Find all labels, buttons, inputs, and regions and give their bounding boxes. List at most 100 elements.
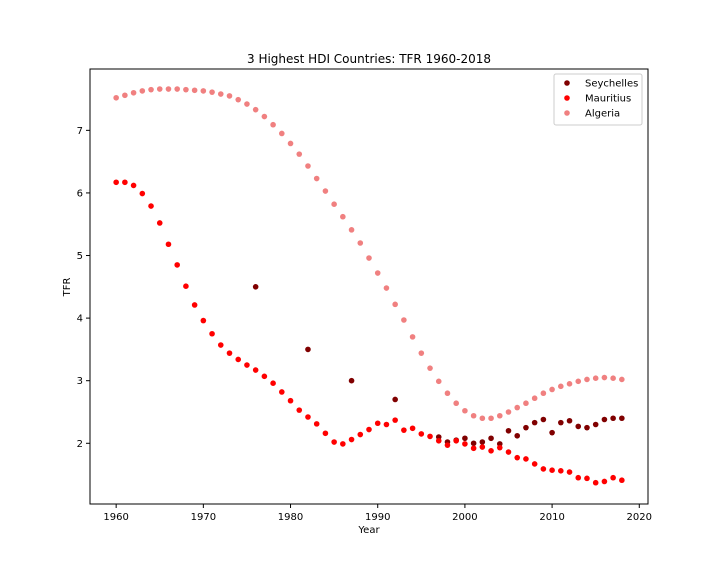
data-point-seychelles [523, 424, 529, 431]
data-point-algeria [183, 86, 189, 93]
data-point-algeria [139, 88, 146, 94]
data-point-algeria [418, 350, 425, 356]
data-point-seychelles [392, 396, 398, 403]
x-tick-label: 1990 [365, 512, 390, 523]
data-point-algeria [619, 376, 625, 383]
data-point-mauritius [200, 317, 207, 324]
data-point-mauritius [462, 441, 468, 447]
data-point-mauritius [357, 431, 364, 438]
data-point-mauritius [191, 302, 198, 308]
data-point-seychelles [584, 424, 590, 431]
data-point-mauritius [313, 421, 320, 427]
data-point-seychelles [540, 416, 547, 423]
data-point-mauritius [566, 469, 573, 475]
data-point-algeria [558, 383, 564, 390]
data-point-algeria [226, 93, 233, 99]
data-point-algeria [383, 285, 390, 291]
data-point-algeria [331, 201, 337, 207]
x-tick-label: 2010 [539, 512, 564, 523]
data-point-mauritius [409, 425, 416, 432]
data-point-seychelles [348, 377, 355, 384]
y-axis-label: TFR [62, 278, 73, 298]
x-tick-label: 1970 [191, 512, 216, 523]
data-point-algeria [165, 86, 172, 92]
legend-label-seychelles: Seychelles [585, 79, 638, 90]
data-point-mauritius [435, 437, 442, 444]
data-point-algeria [113, 94, 119, 101]
data-point-seychelles [610, 415, 616, 422]
data-point-algeria [287, 140, 294, 147]
data-point-mauritius [453, 437, 459, 444]
y-tick-label: 5 [77, 251, 83, 262]
data-point-algeria [409, 334, 416, 340]
data-point-algeria [313, 175, 320, 182]
data-point-algeria [444, 390, 451, 397]
data-point-algeria [435, 378, 442, 385]
legend-label-algeria: Algeria [585, 109, 620, 120]
data-point-mauritius [322, 430, 329, 437]
data-point-seychelles [479, 439, 486, 445]
data-point-algeria [270, 121, 276, 128]
data-point-algeria [540, 390, 547, 397]
data-point-mauritius [226, 350, 233, 356]
data-point-seychelles [549, 429, 555, 436]
data-point-mauritius [540, 466, 547, 472]
data-point-algeria [392, 301, 398, 308]
data-point-mauritius [183, 283, 189, 289]
data-point-mauritius [366, 426, 372, 433]
data-point-algeria [523, 400, 529, 407]
data-point-algeria [374, 270, 381, 276]
data-point-algeria [453, 400, 459, 407]
data-point-seychelles [505, 427, 512, 434]
y-tick-label: 4 [77, 314, 83, 325]
data-point-mauritius [331, 439, 337, 445]
data-point-seychelles [305, 346, 311, 353]
data-point-algeria [217, 91, 224, 97]
data-point-mauritius [505, 449, 512, 455]
data-point-mauritius [374, 420, 381, 427]
data-point-algeria [130, 89, 137, 96]
data-point-seychelles [462, 435, 468, 442]
data-point-mauritius [514, 454, 521, 461]
y-tick-label: 3 [77, 376, 83, 387]
data-point-algeria [244, 101, 250, 107]
series-algeria [113, 86, 625, 422]
data-point-seychelles [592, 421, 599, 428]
data-point-algeria [279, 130, 285, 137]
data-point-algeria [584, 376, 590, 383]
data-point-algeria [296, 151, 303, 157]
data-point-mauritius [279, 389, 285, 395]
data-point-mauritius [130, 182, 137, 189]
data-point-mauritius [601, 478, 608, 485]
data-point-seychelles [252, 284, 259, 290]
data-point-algeria [366, 255, 372, 261]
x-tick-label: 2000 [452, 512, 477, 523]
data-point-mauritius [235, 356, 242, 363]
data-point-mauritius [592, 479, 599, 486]
data-point-mauritius [165, 241, 172, 248]
data-point-algeria [505, 409, 512, 415]
data-point-seychelles [531, 419, 538, 426]
legend-marker-mauritius [564, 95, 570, 101]
data-point-mauritius [261, 373, 268, 380]
legend-box [553, 73, 643, 126]
data-point-mauritius [296, 407, 303, 413]
data-point-mauritius [122, 179, 128, 186]
data-point-mauritius [383, 421, 390, 428]
data-point-mauritius [549, 467, 555, 474]
data-point-mauritius [523, 456, 529, 462]
data-point-mauritius [174, 262, 180, 268]
data-point-mauritius [610, 474, 616, 481]
data-point-algeria [261, 113, 268, 120]
data-point-algeria [156, 86, 163, 92]
data-point-algeria [549, 386, 555, 393]
data-point-seychelles [488, 435, 494, 442]
data-point-algeria [427, 365, 433, 371]
data-point-algeria [348, 227, 355, 233]
data-point-algeria [470, 412, 477, 419]
x-tick-label: 1980 [278, 512, 303, 523]
data-point-mauritius [496, 444, 503, 451]
data-point-mauritius [392, 417, 398, 423]
data-point-seychelles [514, 432, 521, 439]
data-point-mauritius [113, 179, 119, 186]
